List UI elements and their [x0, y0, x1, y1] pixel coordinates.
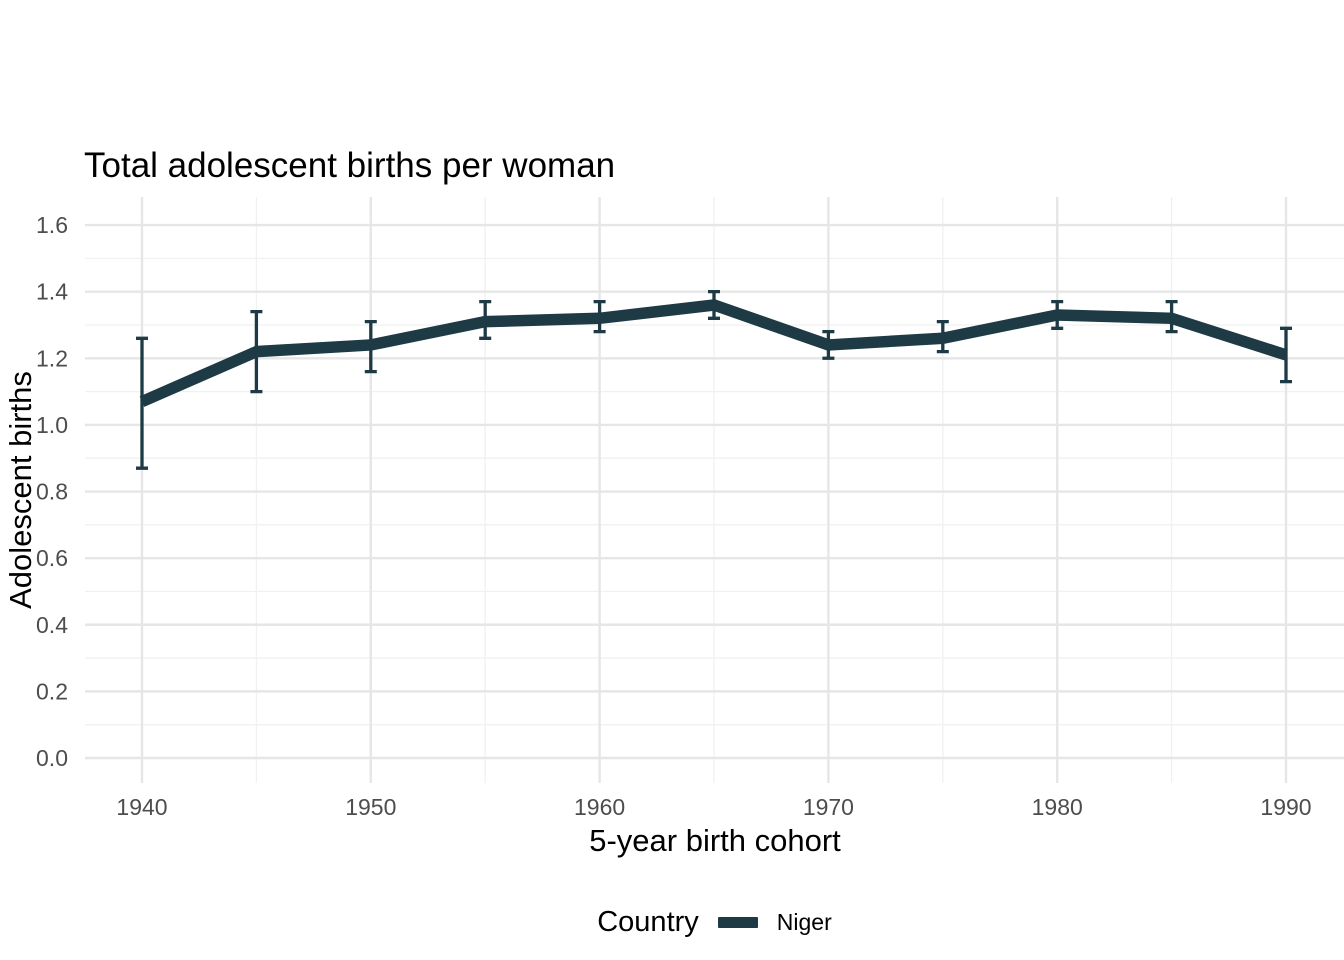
y-tick-label: 0.6: [36, 545, 68, 571]
legend-line-swatch-niger: [717, 916, 758, 928]
series-niger: [136, 290, 1292, 470]
x-tick-label: 1970: [803, 794, 854, 820]
chart-title: Total adolescent births per woman: [84, 146, 615, 185]
error-bar: [136, 336, 148, 470]
y-tick-label: 0.0: [36, 745, 68, 771]
y-axis-title: Adolescent births: [3, 371, 38, 609]
x-tick-label: 1980: [1032, 794, 1083, 820]
legend: Country Niger: [85, 900, 1344, 944]
y-tick-label: 1.2: [36, 345, 68, 371]
y-tick-label: 1.0: [36, 412, 68, 438]
x-tick-label: 1950: [345, 794, 396, 820]
major-gridlines: [85, 197, 1344, 783]
y-axis-tick-labels: 0.0 0.2 0.4 0.6 0.8 1.0 1.2 1.4 1.6: [36, 212, 68, 771]
y-tick-label: 1.6: [36, 212, 68, 238]
x-tick-label: 1960: [574, 794, 625, 820]
y-tick-label: 0.2: [36, 678, 68, 704]
x-tick-label: 1940: [116, 794, 167, 820]
series-line-niger: [139, 299, 1288, 407]
minor-gridlines: [85, 197, 1344, 783]
y-tick-label: 1.4: [36, 279, 68, 305]
y-tick-label: 0.4: [36, 612, 68, 638]
x-tick-label: 1990: [1260, 794, 1311, 820]
x-axis-title: 5-year birth cohort: [589, 823, 841, 858]
legend-label-niger: Niger: [776, 908, 832, 935]
legend-title: Country: [597, 905, 699, 938]
x-axis-tick-labels: 1940 1950 1960 1970 1980 1990: [116, 794, 1311, 820]
y-tick-label: 0.8: [36, 479, 68, 505]
